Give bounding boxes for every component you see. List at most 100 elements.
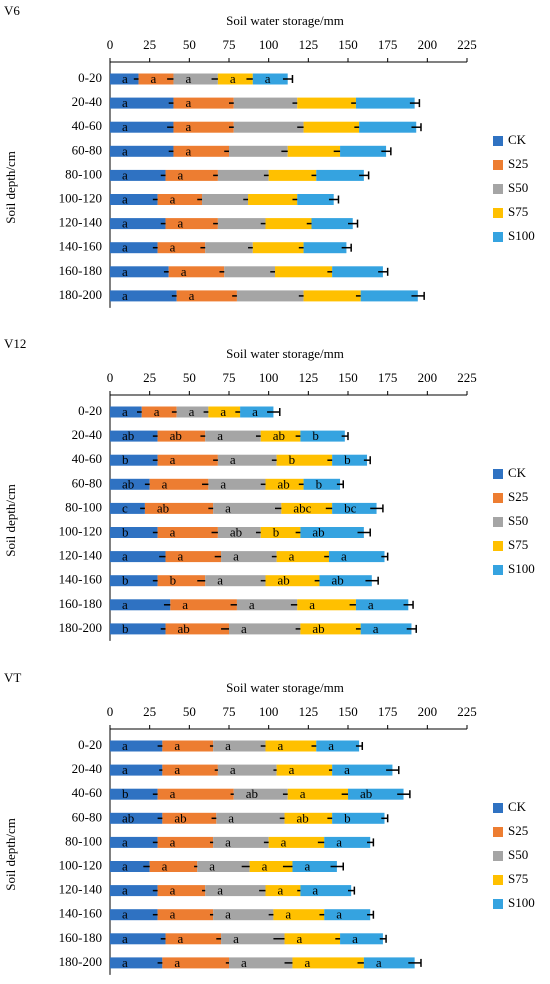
significance-label: a [122,858,128,873]
bar-segment [110,551,166,563]
x-tick-label: 200 [418,370,438,385]
significance-label: a [122,288,128,303]
legend-swatch [493,469,503,479]
legend-label: S75 [508,537,528,552]
y-tick-label: 60-80 [72,809,102,824]
legend-swatch [493,899,503,909]
x-tick-label: 50 [183,370,196,385]
legend-label: S75 [508,204,528,219]
significance-label: a [170,883,176,898]
significance-label: a [217,883,223,898]
y-tick-label: 0-20 [78,737,102,752]
significance-label: a [209,858,215,873]
bar-segment [165,218,218,230]
x-tick-label: 150 [338,704,358,719]
bar-segment [165,933,222,945]
significance-label: a [182,597,188,612]
significance-label: a [185,95,191,110]
bar-segment [110,957,163,969]
bar-segment [217,764,277,776]
significance-label: a [220,476,226,491]
legend-label: CK [508,132,527,147]
bar-segment [300,430,345,442]
significance-label: a [189,404,195,419]
bar-segment [324,836,371,848]
significance-label: a [304,858,310,873]
y-tick-label: 180-200 [59,620,102,635]
legend-label: S25 [508,156,528,171]
significance-label: ab [312,524,324,539]
significance-label: b [122,524,129,539]
legend-label: S50 [508,513,528,528]
x-tick-label: 0 [107,370,114,385]
bar-segment [165,169,218,181]
y-tick-label: 80-100 [65,499,102,514]
bar-segment [205,430,261,442]
significance-label: ab [157,500,169,515]
significance-label: abc [293,500,311,515]
x-tick-label: 50 [183,704,196,719]
bar-segment [284,812,333,824]
significance-label: b [122,452,129,467]
bar-segment [287,145,341,157]
significance-label: a [170,907,176,922]
bar-segment [110,623,166,635]
bar-segment [332,764,393,776]
bar-segment [260,527,301,538]
bar-segment [303,478,341,490]
bar-segment [157,527,218,538]
bar-segment [229,623,301,635]
x-tick-label: 125 [299,370,319,385]
significance-label: a [151,71,157,86]
bar-segment [149,478,209,490]
panel-label: V6 [4,3,20,18]
y-axis-label: Soil depth/cm [3,151,18,224]
bar-segment [359,121,417,133]
significance-label: ab [297,810,309,825]
significance-label: a [170,452,176,467]
bar-segment [110,73,139,85]
bar-segment [332,266,383,278]
significance-label: b [122,573,129,588]
bar-segment [213,740,266,752]
bar-segment [217,218,266,230]
x-tick-label: 100 [259,37,279,52]
chart-title: Soil water storage/mm [226,13,344,28]
significance-label: a [122,883,128,898]
significance-label: ab [122,810,134,825]
bar-segment [110,933,166,945]
bar-segment [324,909,371,921]
y-axis-label: Soil depth/cm [3,484,18,557]
bar-segment [217,73,253,85]
bar-segment [217,454,277,466]
significance-label: a [122,834,128,849]
bar-segment [110,454,158,466]
bar-segment [110,194,158,205]
y-tick-label: 0-20 [78,70,102,85]
significance-label: a [122,264,128,279]
significance-label: a [122,955,128,970]
significance-label: a [233,549,239,564]
significance-label: a [341,549,347,564]
significance-label: a [122,597,128,612]
y-tick-label: 20-40 [72,761,102,776]
x-tick-label: 175 [378,704,398,719]
bar-segment [176,406,209,418]
significance-label: a [178,931,184,946]
significance-label: a [328,738,334,753]
significance-label: a [122,191,128,206]
significance-label: a [297,931,303,946]
x-tick-label: 175 [378,37,398,52]
significance-label: a [122,95,128,110]
significance-label: a [122,931,128,946]
significance-label: a [373,621,379,636]
y-tick-label: 160-180 [59,930,102,945]
bar-segment [157,836,214,848]
significance-label: a [122,167,128,182]
bar-segment [173,121,234,133]
bar-segment [287,788,348,800]
y-tick-label: 60-80 [72,142,102,157]
x-tick-label: 75 [223,37,236,52]
bar-segment [110,430,158,442]
significance-label: a [281,834,287,849]
